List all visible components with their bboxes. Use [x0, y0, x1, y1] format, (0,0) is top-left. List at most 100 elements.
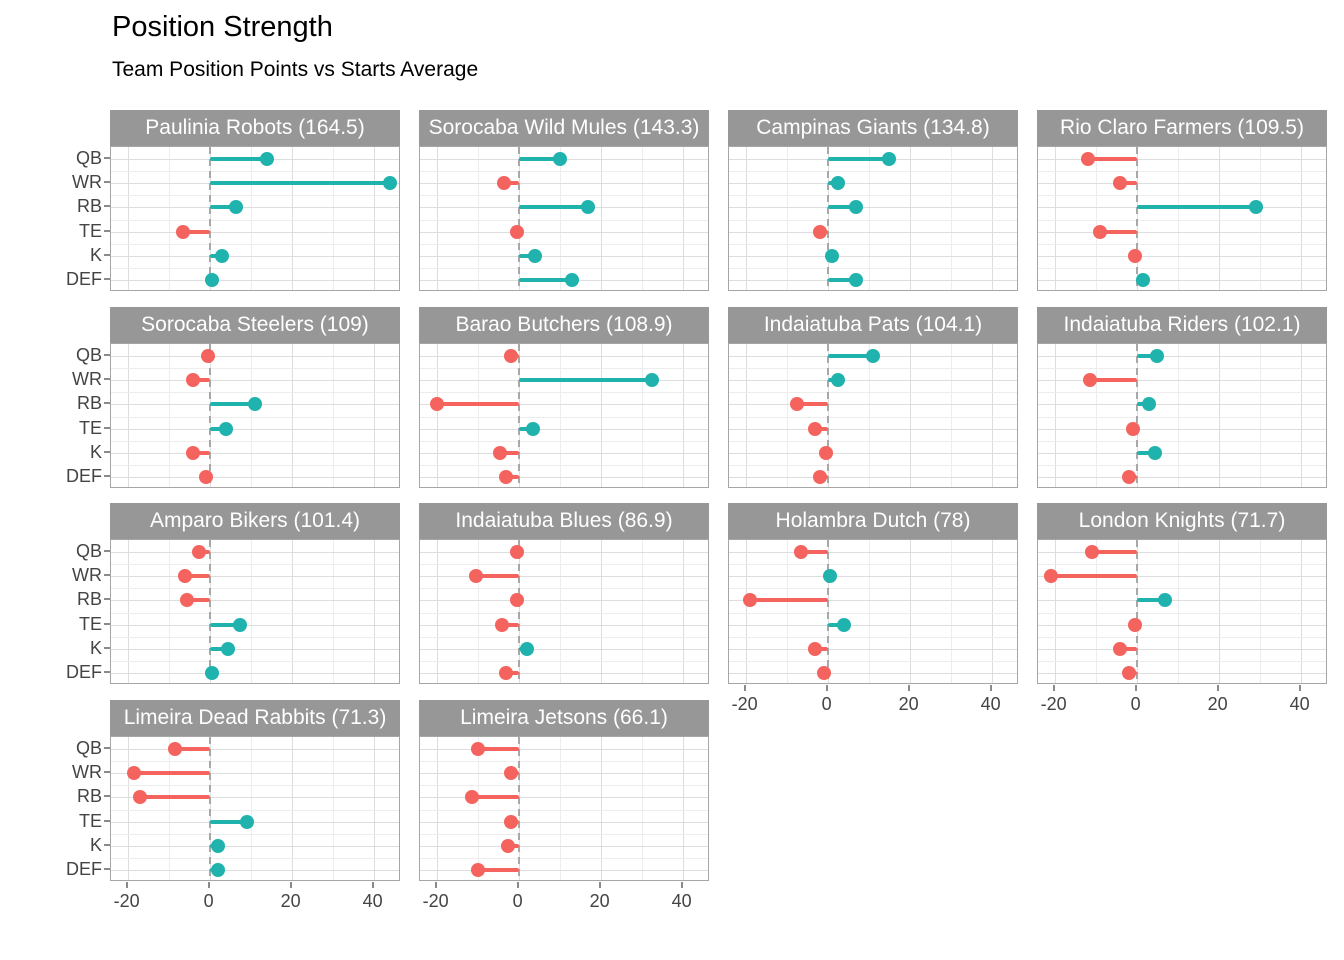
gridline-horizontal — [729, 600, 1017, 602]
gridline-vertical — [250, 147, 252, 290]
lollipop-dot — [528, 248, 543, 263]
gridline-horizontal — [111, 428, 399, 430]
facet-indaiatuba-blues: Indaiatuba Blues (86.9) — [419, 503, 709, 684]
gridline-horizontal — [420, 576, 708, 578]
gridline-horizontal-minor — [729, 464, 1017, 466]
gridline-vertical — [436, 147, 438, 290]
gridline-vertical — [641, 344, 643, 487]
facet-limeira-jetsons: Limeira Jetsons (66.1) — [419, 700, 709, 881]
lollipop-dot — [519, 641, 534, 656]
lollipop-stem — [209, 205, 237, 210]
x-axis-label: 40 — [671, 891, 692, 911]
zero-reference-line — [208, 737, 211, 880]
gridline-vertical — [168, 147, 170, 290]
gridline-vertical — [745, 540, 747, 683]
lollipop-dot — [1121, 469, 1136, 484]
gridline-vertical — [1218, 540, 1220, 683]
gridline-vertical — [682, 344, 684, 487]
gridline-horizontal-minor — [111, 267, 399, 269]
gridline-vertical — [682, 540, 684, 683]
lollipop-stem — [1136, 205, 1256, 210]
gridline-horizontal-minor — [1038, 392, 1326, 394]
facet-plot-area — [1037, 146, 1327, 291]
gridline-vertical — [250, 737, 252, 880]
gridline-vertical — [1218, 147, 1220, 290]
gridline-vertical — [950, 344, 952, 487]
y-axis-tick — [104, 277, 110, 280]
gridline-vertical — [600, 737, 602, 880]
gridline-horizontal-minor — [420, 564, 708, 566]
x-axis-tick — [289, 882, 292, 888]
lollipop-stem — [518, 157, 560, 162]
gridline-vertical — [1054, 147, 1056, 290]
y-axis-label: DEF — [66, 858, 102, 879]
lollipop-dot — [192, 545, 207, 560]
y-axis-label: K — [89, 834, 102, 855]
lollipop-dot — [499, 469, 514, 484]
facet-plot-area — [419, 343, 709, 488]
gridline-vertical — [127, 540, 129, 683]
y-axis-tick — [104, 670, 110, 673]
y-axis-tick — [104, 378, 110, 381]
lollipop-stem — [1087, 157, 1137, 162]
lollipop-stem — [209, 157, 268, 162]
y-axis-label: DEF — [66, 465, 102, 486]
y-axis-tick — [104, 646, 110, 649]
y-axis-tick — [104, 354, 110, 357]
y-axis-label: QB — [75, 541, 102, 562]
lollipop-stem — [174, 747, 210, 752]
zero-reference-line — [1135, 540, 1138, 683]
x-axis-label: 40 — [362, 891, 383, 911]
gridline-horizontal-minor — [1038, 564, 1326, 566]
y-axis-tick — [104, 450, 110, 453]
gridline-horizontal — [420, 476, 708, 478]
lollipop-stem — [502, 622, 519, 627]
y-axis-tick — [104, 747, 110, 750]
gridline-horizontal-minor — [111, 809, 399, 811]
lollipop-dot — [210, 838, 225, 853]
lollipop-stem — [1136, 450, 1156, 455]
y-axis-tick — [104, 229, 110, 232]
facet-plot-area — [728, 343, 1018, 488]
gridline-horizontal — [111, 356, 399, 358]
gridline-horizontal-minor — [111, 464, 399, 466]
x-axis-tick — [371, 882, 374, 888]
lollipop-stem — [209, 402, 255, 407]
lollipop-dot — [176, 224, 191, 239]
lollipop-dot — [260, 152, 275, 167]
y-axis-tick — [104, 867, 110, 870]
lollipop-dot — [247, 397, 262, 412]
gridline-horizontal-minor — [420, 267, 708, 269]
facet-amparo-bikers: Amparo Bikers (101.4) — [110, 503, 400, 684]
lollipop-dot — [1043, 569, 1058, 584]
gridline-horizontal — [1038, 552, 1326, 554]
y-axis-tick — [104, 598, 110, 601]
gridline-vertical — [1259, 147, 1261, 290]
gridline-vertical — [682, 147, 684, 290]
y-axis-tick — [104, 550, 110, 553]
y-axis-tick — [104, 771, 110, 774]
lollipop-dot — [812, 469, 827, 484]
gridline-horizontal — [729, 624, 1017, 626]
y-axis-label: QB — [75, 148, 102, 169]
gridline-vertical — [600, 540, 602, 683]
gridline-horizontal-minor — [111, 243, 399, 245]
x-axis-tick — [598, 882, 601, 888]
y-axis-tick — [104, 253, 110, 256]
gridline-vertical — [436, 540, 438, 683]
gridline-vertical — [868, 540, 870, 683]
y-axis-label: QB — [75, 738, 102, 759]
y-axis-tick — [104, 622, 110, 625]
gridline-vertical — [559, 737, 561, 880]
gridline-horizontal-minor — [729, 588, 1017, 590]
lollipop-dot — [1113, 176, 1128, 191]
lollipop-stem — [471, 795, 519, 800]
gridline-horizontal — [111, 207, 399, 209]
lollipop-dot — [210, 862, 225, 877]
lollipop-dot — [1084, 545, 1099, 560]
facet-strip: Indaiatuba Blues (86.9) — [419, 503, 709, 539]
lollipop-dot — [830, 176, 845, 191]
gridline-horizontal — [729, 648, 1017, 650]
gridline-vertical — [168, 344, 170, 487]
gridline-vertical — [1054, 540, 1056, 683]
